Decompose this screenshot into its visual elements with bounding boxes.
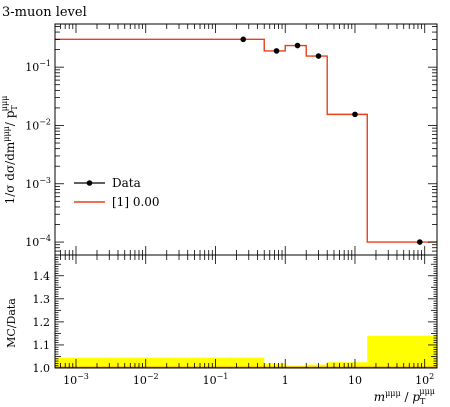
mc-step-line (55, 38, 437, 243)
ratio-y-tick-label: 1.0 (33, 362, 51, 375)
legend-label-data: Data (112, 176, 141, 190)
main-frame (54, 23, 438, 256)
ratio-panel: 10−3 10−2 10−1 1 10 102 1.0 1.1 1.2 1.3 1.4 (33, 254, 438, 387)
data-point (416, 239, 423, 245)
legend-label-mc: [1] 0.00 (112, 195, 160, 209)
ratio-y-tick-label: 1.3 (33, 293, 51, 306)
ratio-y-tick-label: 1.2 (33, 316, 51, 329)
ratio-y-tick-label: 1.4 (33, 270, 51, 283)
ratio-frame (54, 254, 438, 369)
y-tick-label: 10−3 (25, 176, 51, 191)
data-point (352, 111, 358, 118)
x-tick-label: 1 (282, 374, 289, 387)
chart-title: 3-muon level (2, 5, 87, 20)
x-axis-label: mμμμ / pTμμμ (374, 387, 435, 406)
data-point (294, 42, 301, 49)
x-tick-label: 10−1 (203, 372, 229, 387)
main-panel: 10−4 10−3 10−2 10−1 (25, 23, 438, 256)
data-point (240, 36, 247, 43)
x-tick-label: 10−3 (63, 372, 89, 387)
ratio-band-bin (367, 335, 437, 368)
legend-data-marker (86, 180, 93, 186)
ratio-band-bin (306, 364, 328, 368)
y-tick-label: 10−1 (25, 59, 51, 74)
y-tick-label: 10−2 (25, 117, 51, 132)
data-point (315, 53, 322, 59)
ratio-band-bin (55, 357, 265, 368)
ratio-y-axis-label: MC/Data (5, 298, 18, 348)
ratio-band-bin (327, 362, 368, 368)
x-tick-label: 10−2 (133, 372, 159, 387)
x-tick-label: 102 (415, 372, 434, 387)
ratio-y-tick-label: 1.1 (33, 339, 51, 352)
x-tick-label: 10 (348, 374, 362, 387)
legend: Data [1] 0.00 (74, 176, 160, 209)
data-point (273, 48, 280, 54)
y-tick-label: 10−4 (25, 234, 51, 249)
y-axis-label: 1/σ dσ/dmμμμ/ pTμμμ (0, 96, 19, 205)
